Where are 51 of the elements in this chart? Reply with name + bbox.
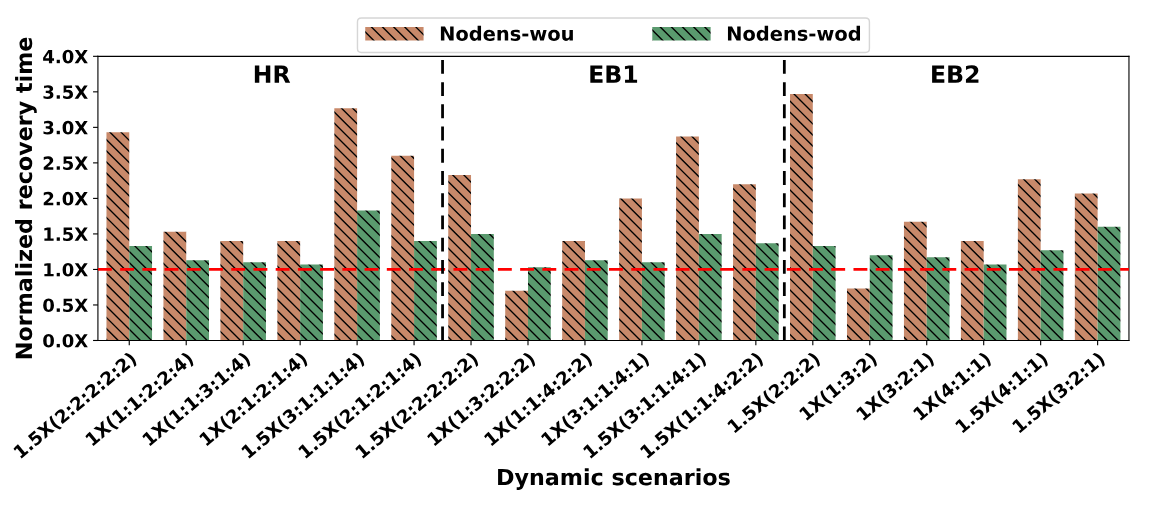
- x-axis-title: Dynamic scenarios: [498, 468, 730, 490]
- bar: [163, 231, 187, 341]
- bar: [391, 155, 415, 341]
- bar: [186, 260, 209, 341]
- annotation: HR: [254, 65, 291, 83]
- annotation: EB2: [932, 65, 979, 83]
- bar: [584, 260, 608, 341]
- y-tick-label: 1.5X: [44, 227, 88, 242]
- bar: [220, 241, 244, 341]
- legend-label: Nodens-wod: [727, 25, 861, 41]
- legend-label: Nodens-wou: [440, 25, 573, 41]
- bar: [243, 262, 266, 341]
- annotation: EB1: [590, 65, 638, 83]
- bar: [812, 246, 836, 341]
- bar: [277, 241, 301, 341]
- bar: [357, 210, 380, 341]
- bar: [1074, 193, 1098, 341]
- bar: [471, 233, 494, 341]
- y-tick-label: 4.0X: [43, 49, 88, 64]
- y-tick-label: 3.5X: [43, 85, 88, 99]
- bar: [869, 255, 893, 341]
- bar: [300, 264, 323, 341]
- bar: [106, 132, 130, 341]
- bar: [733, 184, 756, 341]
- bar: [1017, 179, 1041, 341]
- bar: [1040, 250, 1064, 341]
- bar: [448, 174, 472, 341]
- bar: [983, 264, 1007, 341]
- bar: [903, 221, 927, 341]
- bar: [790, 93, 813, 341]
- bar: [926, 257, 950, 341]
- bar: [846, 288, 870, 341]
- y-tick-label: 2.0X: [43, 191, 88, 206]
- bar: [414, 241, 437, 341]
- y-tick-label: 0.5X: [43, 298, 88, 313]
- bar: [698, 233, 722, 341]
- bar: [641, 262, 665, 341]
- bar: [619, 198, 642, 341]
- bar: [505, 290, 528, 341]
- y-tick-label: 2.5X: [43, 156, 88, 170]
- bar: [755, 243, 779, 341]
- bar: [676, 136, 699, 341]
- bar: [960, 241, 984, 341]
- bar: [1097, 226, 1121, 341]
- y-tick-label: 1.0X: [44, 262, 88, 277]
- bar: [129, 246, 153, 341]
- bar: [334, 108, 358, 341]
- y-tick-label: 0.0X: [43, 333, 88, 348]
- y-tick-label: 3.0X: [43, 120, 88, 135]
- bar: [562, 241, 585, 341]
- bar: [527, 267, 551, 341]
